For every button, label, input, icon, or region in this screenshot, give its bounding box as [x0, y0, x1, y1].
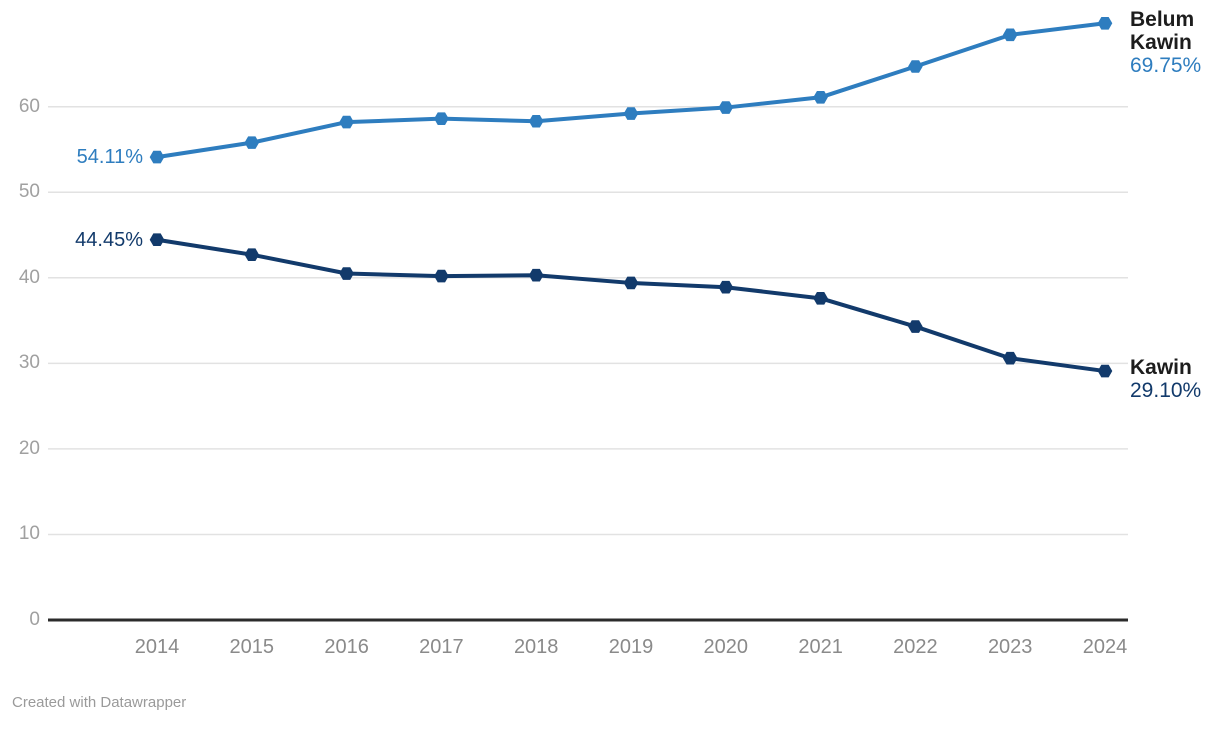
data-point-marker[interactable] — [434, 112, 449, 125]
y-tick-label: 60 — [18, 95, 40, 117]
series-name-label: Belum Kawin — [1130, 8, 1195, 55]
data-point-marker[interactable] — [813, 90, 828, 104]
x-tick-label: 2024 — [1082, 636, 1128, 658]
data-point-marker[interactable] — [434, 269, 449, 283]
data-point-marker[interactable] — [623, 107, 639, 120]
x-tick-label: 2015 — [229, 636, 275, 658]
data-point-marker[interactable] — [1097, 16, 1113, 30]
series-name-label: Kawin — [1130, 356, 1192, 380]
x-tick-label: 2023 — [987, 636, 1033, 658]
data-point-marker[interactable] — [244, 248, 260, 262]
series-line-kawin — [155, 237, 1107, 374]
x-tick-label: 2018 — [513, 636, 559, 658]
data-point-marker[interactable] — [528, 114, 544, 128]
data-point-marker[interactable] — [718, 280, 734, 294]
series-line-belum-kawin — [155, 21, 1107, 160]
x-tick-label: 2016 — [324, 636, 369, 658]
y-tick-label: 10 — [18, 523, 40, 545]
y-tick-label: 20 — [18, 437, 40, 459]
data-point-marker[interactable] — [908, 60, 923, 73]
y-tick-label: 40 — [18, 266, 40, 288]
x-tick-label: 2019 — [608, 636, 654, 658]
data-point-marker[interactable] — [339, 267, 354, 280]
data-point-marker[interactable] — [1002, 28, 1018, 42]
data-point-marker[interactable] — [908, 320, 923, 333]
data-point-marker[interactable] — [244, 136, 260, 149]
x-tick-label: 2014 — [134, 636, 180, 658]
series-start-label: 44.45% — [75, 228, 143, 251]
x-tick-label: 2017 — [419, 636, 464, 658]
y-tick-label: 50 — [18, 181, 40, 203]
data-point-marker[interactable] — [149, 150, 165, 164]
datawrapper-credit: Created with Datawrapper — [12, 694, 187, 711]
series-start-label: 54.11% — [76, 146, 143, 169]
data-point-marker[interactable] — [528, 268, 544, 282]
y-tick-label: 30 — [18, 352, 40, 374]
data-point-marker[interactable] — [339, 115, 354, 129]
data-point-marker[interactable] — [149, 233, 165, 247]
data-point-marker[interactable] — [813, 292, 828, 305]
y-tick-label: 0 — [29, 609, 40, 630]
data-point-marker[interactable] — [718, 101, 734, 114]
x-tick-label: 2022 — [893, 636, 938, 658]
series-end-value: 69.75% — [1130, 54, 1202, 78]
data-point-marker[interactable] — [1002, 351, 1018, 365]
series-end-label: Kawin 29.10% — [1130, 356, 1218, 402]
data-point-marker[interactable] — [1097, 364, 1113, 378]
x-tick-label: 2021 — [798, 636, 843, 658]
x-tick-label: 2020 — [703, 636, 749, 658]
series-end-value: 29.10% — [1130, 379, 1202, 403]
series-end-label: Belum Kawin 69.75% — [1130, 8, 1218, 77]
data-point-marker[interactable] — [623, 276, 639, 290]
